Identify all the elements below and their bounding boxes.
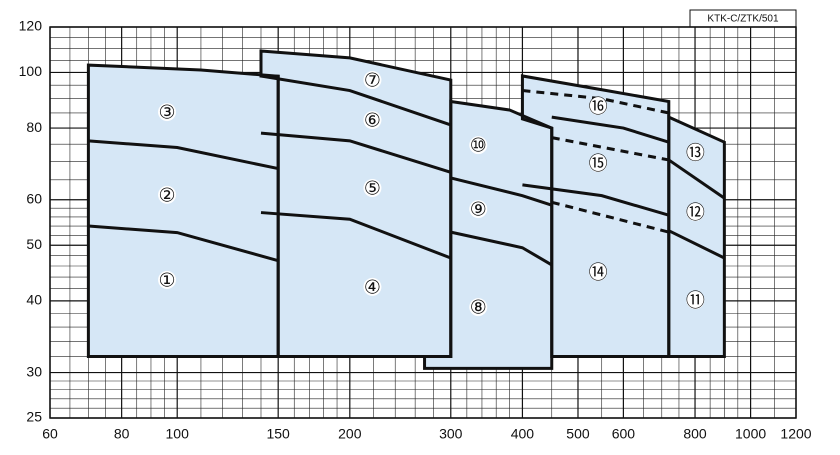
y-tick-label: 30 bbox=[26, 363, 42, 379]
label-bg bbox=[469, 298, 488, 317]
x-tick-label: 100 bbox=[166, 426, 190, 442]
performance-curve bbox=[260, 74, 452, 127]
label-bg bbox=[686, 143, 705, 162]
label-bg bbox=[589, 263, 608, 282]
label-bg bbox=[363, 71, 382, 90]
performance-curve bbox=[88, 139, 279, 171]
x-tick-label: 150 bbox=[266, 426, 290, 442]
region-number: ⑮ bbox=[589, 153, 608, 175]
label-bg bbox=[363, 111, 382, 130]
label-bg bbox=[158, 103, 177, 122]
region-outline bbox=[667, 114, 726, 358]
x-tick-label: 80 bbox=[114, 426, 130, 442]
region-fill bbox=[88, 65, 279, 357]
plot-frame bbox=[49, 26, 797, 419]
label-bg bbox=[469, 136, 488, 155]
y-tick-label: 25 bbox=[26, 409, 42, 425]
region-fill bbox=[522, 75, 669, 357]
x-tick-label: 400 bbox=[511, 426, 535, 442]
performance-curve bbox=[450, 230, 553, 267]
y-tick-label: 40 bbox=[26, 292, 42, 308]
region-number: ⑧ bbox=[470, 297, 487, 319]
performance-curve bbox=[260, 211, 452, 260]
y-tick-label: 80 bbox=[26, 119, 42, 135]
y-tick-label: 120 bbox=[19, 18, 43, 34]
region-number: ⑦ bbox=[364, 70, 381, 92]
performance-curve bbox=[260, 131, 452, 174]
region-number: ① bbox=[159, 269, 176, 291]
region-number: ② bbox=[159, 184, 176, 206]
region-fill bbox=[424, 101, 552, 369]
region-fill bbox=[668, 117, 725, 357]
performance-curve bbox=[551, 136, 670, 162]
label-bg bbox=[363, 277, 382, 296]
x-tick-label: 60 bbox=[42, 426, 58, 442]
performance-curve bbox=[668, 229, 726, 260]
performance-curve bbox=[522, 183, 670, 217]
region-number: ⑪ bbox=[686, 290, 705, 312]
performance-curve bbox=[450, 176, 553, 207]
label-bg bbox=[589, 97, 608, 116]
region-outline bbox=[520, 74, 671, 358]
region-number: ⑭ bbox=[589, 262, 608, 284]
region-number: ⑤ bbox=[364, 178, 381, 200]
region-fill bbox=[260, 50, 451, 357]
region-number: ⑬ bbox=[686, 142, 705, 164]
label-bg bbox=[158, 270, 177, 289]
performance-curve bbox=[551, 200, 670, 234]
label-bg bbox=[363, 179, 382, 198]
region-number: ⑩ bbox=[470, 135, 487, 157]
region-number: ⑫ bbox=[686, 202, 705, 224]
x-tick-label: 1200 bbox=[780, 426, 811, 442]
x-tick-label: 1000 bbox=[735, 426, 766, 442]
region-number: ⑯ bbox=[589, 96, 608, 118]
performance-curve bbox=[88, 224, 279, 263]
y-tick-label: 100 bbox=[19, 63, 43, 79]
performance-curve bbox=[667, 158, 726, 200]
x-tick-label: 500 bbox=[566, 426, 590, 442]
label-bg bbox=[686, 291, 705, 310]
x-tick-label: 200 bbox=[338, 426, 362, 442]
label-bg bbox=[686, 203, 705, 222]
tag: KTK-C/ZTK/501 bbox=[707, 14, 779, 25]
y-tick-label: 50 bbox=[26, 236, 42, 252]
performance-curve bbox=[551, 115, 670, 144]
y-tick-label: 60 bbox=[26, 190, 42, 206]
region-number: ⑨ bbox=[470, 199, 487, 221]
region-number: ⑥ bbox=[364, 110, 381, 132]
region-outline bbox=[423, 99, 554, 370]
region-number: ④ bbox=[364, 276, 381, 298]
region-number: ③ bbox=[159, 102, 176, 124]
label-bg bbox=[158, 185, 177, 204]
x-tick-label: 600 bbox=[612, 426, 636, 442]
label-bg bbox=[589, 154, 608, 173]
region-outline bbox=[86, 63, 280, 358]
x-tick-label: 800 bbox=[683, 426, 707, 442]
x-tick-label: 300 bbox=[439, 426, 463, 442]
label-bg bbox=[469, 200, 488, 219]
